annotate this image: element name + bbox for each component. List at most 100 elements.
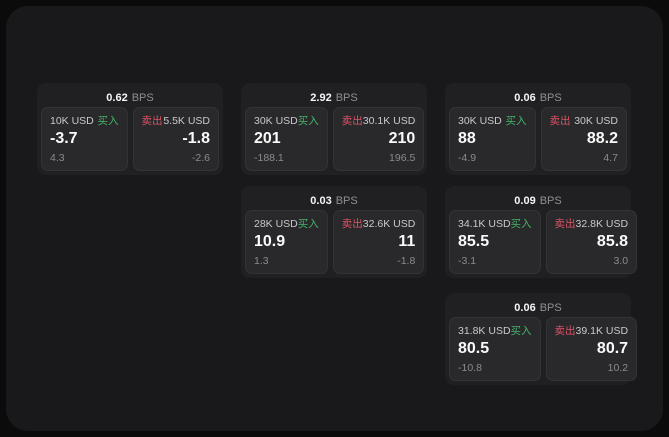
quote-card: 0.03 BPS 28K USD 买入 10.9 1.3 卖出 32.6K USD xyxy=(241,186,427,278)
sell-sub-value: 10.2 xyxy=(607,362,629,374)
bps-header: 0.62 BPS xyxy=(41,87,219,107)
bps-header: 0.06 BPS xyxy=(449,297,627,317)
quote-card: 2.92 BPS 30K USD 买入 201 -188.1 卖出 30.1K U… xyxy=(241,83,427,175)
sell-value: 80.7 xyxy=(596,340,629,357)
buy-sub-value: -3.1 xyxy=(458,255,477,267)
buy-sub-value: -10.8 xyxy=(458,362,482,374)
quote-card-body: 10K USD 买入 -3.7 4.3 卖出 5.5K USD -1.8 -2.… xyxy=(41,107,219,171)
sell-panel[interactable]: 卖出 32.6K USD 11 -1.8 xyxy=(332,210,425,274)
buy-value: 80.5 xyxy=(458,340,490,357)
sell-side-label: 卖出 xyxy=(141,115,163,127)
buy-panel-top: 31.8K USD 买入 xyxy=(458,324,532,338)
buy-panel[interactable]: 30K USD 买入 88 -4.9 xyxy=(449,107,536,171)
bps-value: 0.06 xyxy=(514,302,536,314)
bps-value: 2.92 xyxy=(310,92,332,104)
buy-side-label: 买入 xyxy=(505,115,527,127)
buy-side-label: 买入 xyxy=(510,325,532,337)
sell-panel[interactable]: 卖出 39.1K USD 80.7 10.2 xyxy=(545,317,638,381)
sell-panel-top: 卖出 30.1K USD xyxy=(342,114,416,128)
quote-card-body: 28K USD 买入 10.9 1.3 卖出 32.6K USD 11 -1.8 xyxy=(245,210,425,274)
buy-side-label: 买入 xyxy=(510,218,532,230)
sell-panel-top: 卖出 39.1K USD xyxy=(555,324,629,338)
quote-card-body: 30K USD 买入 201 -188.1 卖出 30.1K USD 210 1… xyxy=(245,107,425,171)
buy-sub-value: -188.1 xyxy=(254,152,284,164)
buy-panel[interactable]: 34.1K USD 买入 85.5 -3.1 xyxy=(449,210,541,274)
sell-panel[interactable]: 卖出 32.8K USD 85.8 3.0 xyxy=(545,210,638,274)
sell-side-label: 卖出 xyxy=(341,218,363,230)
sell-sub-value: 4.7 xyxy=(603,152,618,164)
sell-side-label: 卖出 xyxy=(554,325,576,337)
sell-sub-value: -2.6 xyxy=(191,152,210,164)
buy-value: 85.5 xyxy=(458,233,490,250)
buy-amount: 10K USD xyxy=(50,115,94,127)
sell-panel-top: 卖出 32.6K USD xyxy=(342,217,416,231)
bps-unit-label: BPS xyxy=(539,195,562,207)
bps-unit-label: BPS xyxy=(539,302,562,314)
sell-value: 210 xyxy=(388,130,416,147)
buy-value: 10.9 xyxy=(254,233,286,250)
quote-card-body: 34.1K USD 买入 85.5 -3.1 卖出 32.8K USD 85.8… xyxy=(449,210,638,274)
sell-amount: 32.8K USD xyxy=(575,218,629,230)
buy-sub-value: 1.3 xyxy=(254,255,269,267)
sell-side-label: 卖出 xyxy=(554,218,576,230)
buy-panel-top: 30K USD 买入 xyxy=(254,114,319,128)
buy-panel-top: 34.1K USD 买入 xyxy=(458,217,532,231)
buy-side-label: 买入 xyxy=(297,115,319,127)
buy-panel-top: 30K USD 买入 xyxy=(458,114,527,128)
bps-header: 0.03 BPS xyxy=(245,190,423,210)
bps-value: 0.09 xyxy=(514,195,536,207)
sell-panel[interactable]: 卖出 5.5K USD -1.8 -2.6 xyxy=(132,107,219,171)
bps-header: 0.09 BPS xyxy=(449,190,627,210)
quote-card-body: 30K USD 买入 88 -4.9 卖出 30K USD 88.2 4.7 xyxy=(449,107,627,171)
bps-value: 0.62 xyxy=(106,92,128,104)
buy-amount: 28K USD xyxy=(254,218,298,230)
buy-value: -3.7 xyxy=(50,130,78,147)
sell-amount: 30.1K USD xyxy=(362,115,416,127)
bps-unit-label: BPS xyxy=(335,195,358,207)
quote-card: 0.06 BPS 31.8K USD 买入 80.5 -10.8 卖出 39.1K… xyxy=(445,293,638,385)
buy-panel-top: 10K USD 买入 xyxy=(50,114,119,128)
buy-sub-value: -4.9 xyxy=(458,152,477,164)
buy-amount: 30K USD xyxy=(458,115,502,127)
buy-side-label: 买入 xyxy=(297,218,319,230)
bps-value: 0.06 xyxy=(514,92,536,104)
sell-panel[interactable]: 卖出 30K USD 88.2 4.7 xyxy=(540,107,627,171)
buy-panel[interactable]: 31.8K USD 买入 80.5 -10.8 xyxy=(449,317,541,381)
quote-card: 0.06 BPS 30K USD 买入 88 -4.9 卖出 30K USD xyxy=(445,83,631,175)
buy-amount: 31.8K USD xyxy=(458,325,511,337)
buy-value: 88 xyxy=(458,130,476,147)
buy-panel[interactable]: 28K USD 买入 10.9 1.3 xyxy=(245,210,328,274)
sell-panel-top: 卖出 32.8K USD xyxy=(555,217,629,231)
bps-unit-label: BPS xyxy=(539,92,562,104)
sell-panel[interactable]: 卖出 30.1K USD 210 196.5 xyxy=(332,107,425,171)
buy-amount: 34.1K USD xyxy=(458,218,511,230)
quote-card: 0.62 BPS 10K USD 买入 -3.7 4.3 卖出 5.5K USD xyxy=(37,83,223,175)
sell-value: -1.8 xyxy=(182,130,210,147)
bps-unit-label: BPS xyxy=(335,92,358,104)
bps-header: 0.06 BPS xyxy=(449,87,627,107)
sell-sub-value: 3.0 xyxy=(613,255,629,267)
buy-sub-value: 4.3 xyxy=(50,152,65,164)
buy-value: 201 xyxy=(254,130,281,147)
bps-value: 0.03 xyxy=(310,195,332,207)
sell-sub-value: -1.8 xyxy=(397,255,416,267)
sell-side-label: 卖出 xyxy=(341,115,363,127)
buy-side-label: 买入 xyxy=(97,115,119,127)
sell-value: 85.8 xyxy=(596,233,629,250)
quote-card: 0.09 BPS 34.1K USD 买入 85.5 -3.1 卖出 32.8K … xyxy=(445,186,638,278)
sell-panel-top: 卖出 5.5K USD xyxy=(142,114,211,128)
sell-amount: 5.5K USD xyxy=(163,115,210,127)
sell-amount: 30K USD xyxy=(574,115,618,127)
buy-panel[interactable]: 10K USD 买入 -3.7 4.3 xyxy=(41,107,128,171)
sell-amount: 39.1K USD xyxy=(575,325,629,337)
sell-panel-top: 卖出 30K USD xyxy=(550,114,619,128)
quote-card-body: 31.8K USD 买入 80.5 -10.8 卖出 39.1K USD 80.… xyxy=(449,317,638,381)
buy-panel[interactable]: 30K USD 买入 201 -188.1 xyxy=(245,107,328,171)
sell-side-label: 卖出 xyxy=(549,115,571,127)
sell-value: 88.2 xyxy=(586,130,618,147)
buy-amount: 30K USD xyxy=(254,115,298,127)
buy-panel-top: 28K USD 买入 xyxy=(254,217,319,231)
sell-amount: 32.6K USD xyxy=(362,218,416,230)
